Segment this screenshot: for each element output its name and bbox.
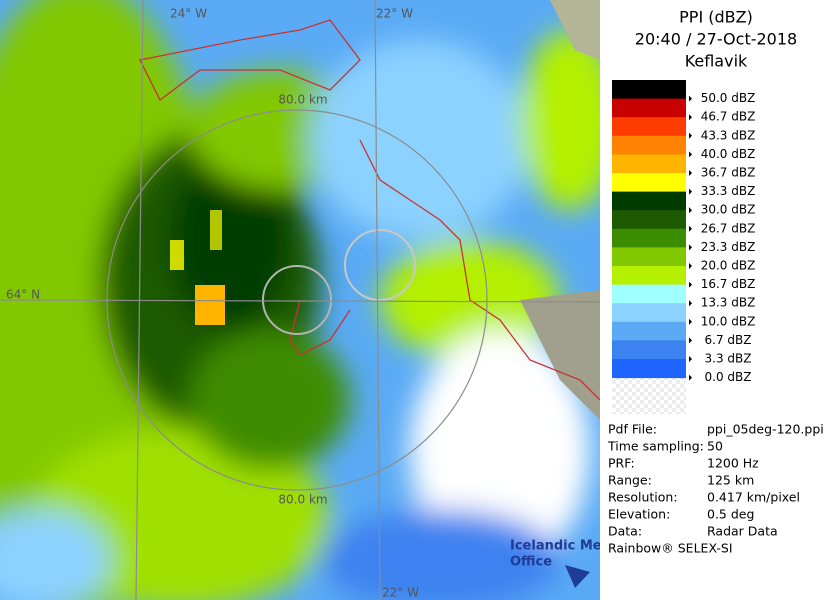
legend-marker <box>689 151 692 158</box>
legend-marker <box>689 356 692 362</box>
legend-marker <box>689 170 692 176</box>
legend-label: 43.3 dBZ <box>701 128 756 142</box>
info-value: 0.417 km/pixel <box>707 490 800 505</box>
radar-map: 24° W 22° W 22° W 64° N 80.0 km 80.0 km … <box>0 0 608 600</box>
legend-label: 20.0 dBZ <box>701 259 756 273</box>
range-label: 80.0 km <box>278 493 327 507</box>
range-label: 80.0 km <box>278 93 327 107</box>
legend-marker <box>689 281 692 288</box>
legend-marker <box>689 318 692 325</box>
info-value: 0.5 deg <box>707 507 754 522</box>
legend-swatch <box>612 247 686 267</box>
legend-label: 33.3 dBZ <box>701 184 756 198</box>
info-value: Radar Data <box>707 524 778 539</box>
legend-swatch <box>612 98 686 118</box>
legend-marker <box>689 263 692 269</box>
info-key: Data: <box>608 524 642 539</box>
info-key: PRF: <box>608 456 635 471</box>
longitude-label: 22° W <box>376 7 413 21</box>
legend-label: 3.3 dBZ <box>705 352 752 366</box>
info-value: ppi_05deg-120.ppi <box>707 422 824 437</box>
legend-swatch <box>612 228 686 248</box>
credit: Icelandic Met <box>510 539 608 554</box>
legend-label: 6.7 dBZ <box>705 333 752 347</box>
logo <box>565 565 590 588</box>
legend-swatch <box>612 135 686 155</box>
legend-swatch <box>612 321 686 341</box>
info-key: Time sampling: <box>607 439 704 454</box>
legend-label: 30.0 dBZ <box>701 203 756 217</box>
legend-label: 26.7 dBZ <box>701 221 756 235</box>
info-value: 125 km <box>707 473 754 488</box>
legend-swatch <box>612 80 686 100</box>
info-key: Resolution: <box>608 490 678 505</box>
legend-swatch <box>612 303 686 323</box>
latitude-label: 64° N <box>6 288 40 302</box>
legend-swatch <box>612 340 686 360</box>
legend-label: 16.7 dBZ <box>701 277 756 291</box>
longitude-label: 24° W <box>170 7 207 21</box>
legend-label: 13.3 dBZ <box>701 296 756 310</box>
legend-label: 40.0 dBZ <box>701 147 756 161</box>
legend-label: 36.7 dBZ <box>701 166 756 180</box>
legend-label: 23.3 dBZ <box>701 240 756 254</box>
title: PPI (dBZ) <box>679 8 753 27</box>
legend-swatch <box>612 117 686 137</box>
legend-label: 10.0 dBZ <box>701 314 756 328</box>
legend-marker <box>689 114 692 121</box>
no-data-swatch <box>612 378 686 414</box>
legend-swatch <box>612 266 686 286</box>
legend: 50.0 dBZ 46.7 dBZ 43.3 dBZ 40.0 dBZ 36.7 dBZ… <box>612 80 755 384</box>
legend-swatch <box>612 173 686 193</box>
info-key: Pdf File: <box>608 422 657 437</box>
info-key: Range: <box>608 473 652 488</box>
legend-marker <box>689 337 692 344</box>
info-footer: Rainbow® SELEX-SI <box>608 541 733 556</box>
info-value: 1200 Hz <box>707 456 759 471</box>
legend-label: 50.0 dBZ <box>701 91 756 105</box>
legend-swatch <box>612 191 686 211</box>
legend-label: 0.0 dBZ <box>705 370 752 384</box>
credit: Office <box>510 555 552 570</box>
longitude-label: 22° W <box>382 586 419 600</box>
info-value: 50 <box>707 439 723 454</box>
info-key: Elevation: <box>608 507 670 522</box>
site: Keflavik <box>685 52 748 71</box>
legend-swatch <box>612 154 686 174</box>
legend-swatch <box>612 359 686 379</box>
time: 20:40 / 27-Oct-2018 <box>635 30 797 49</box>
legend-swatch <box>612 284 686 304</box>
legend-marker <box>689 132 692 139</box>
legend-marker <box>689 374 692 381</box>
legend-marker <box>689 188 692 195</box>
legend-marker <box>689 300 692 307</box>
legend-marker <box>689 207 692 214</box>
legend-marker <box>689 225 692 232</box>
legend-marker <box>689 244 692 251</box>
legend-swatch <box>612 210 686 230</box>
legend-marker <box>689 95 692 102</box>
legend-label: 46.7 dBZ <box>701 110 756 124</box>
